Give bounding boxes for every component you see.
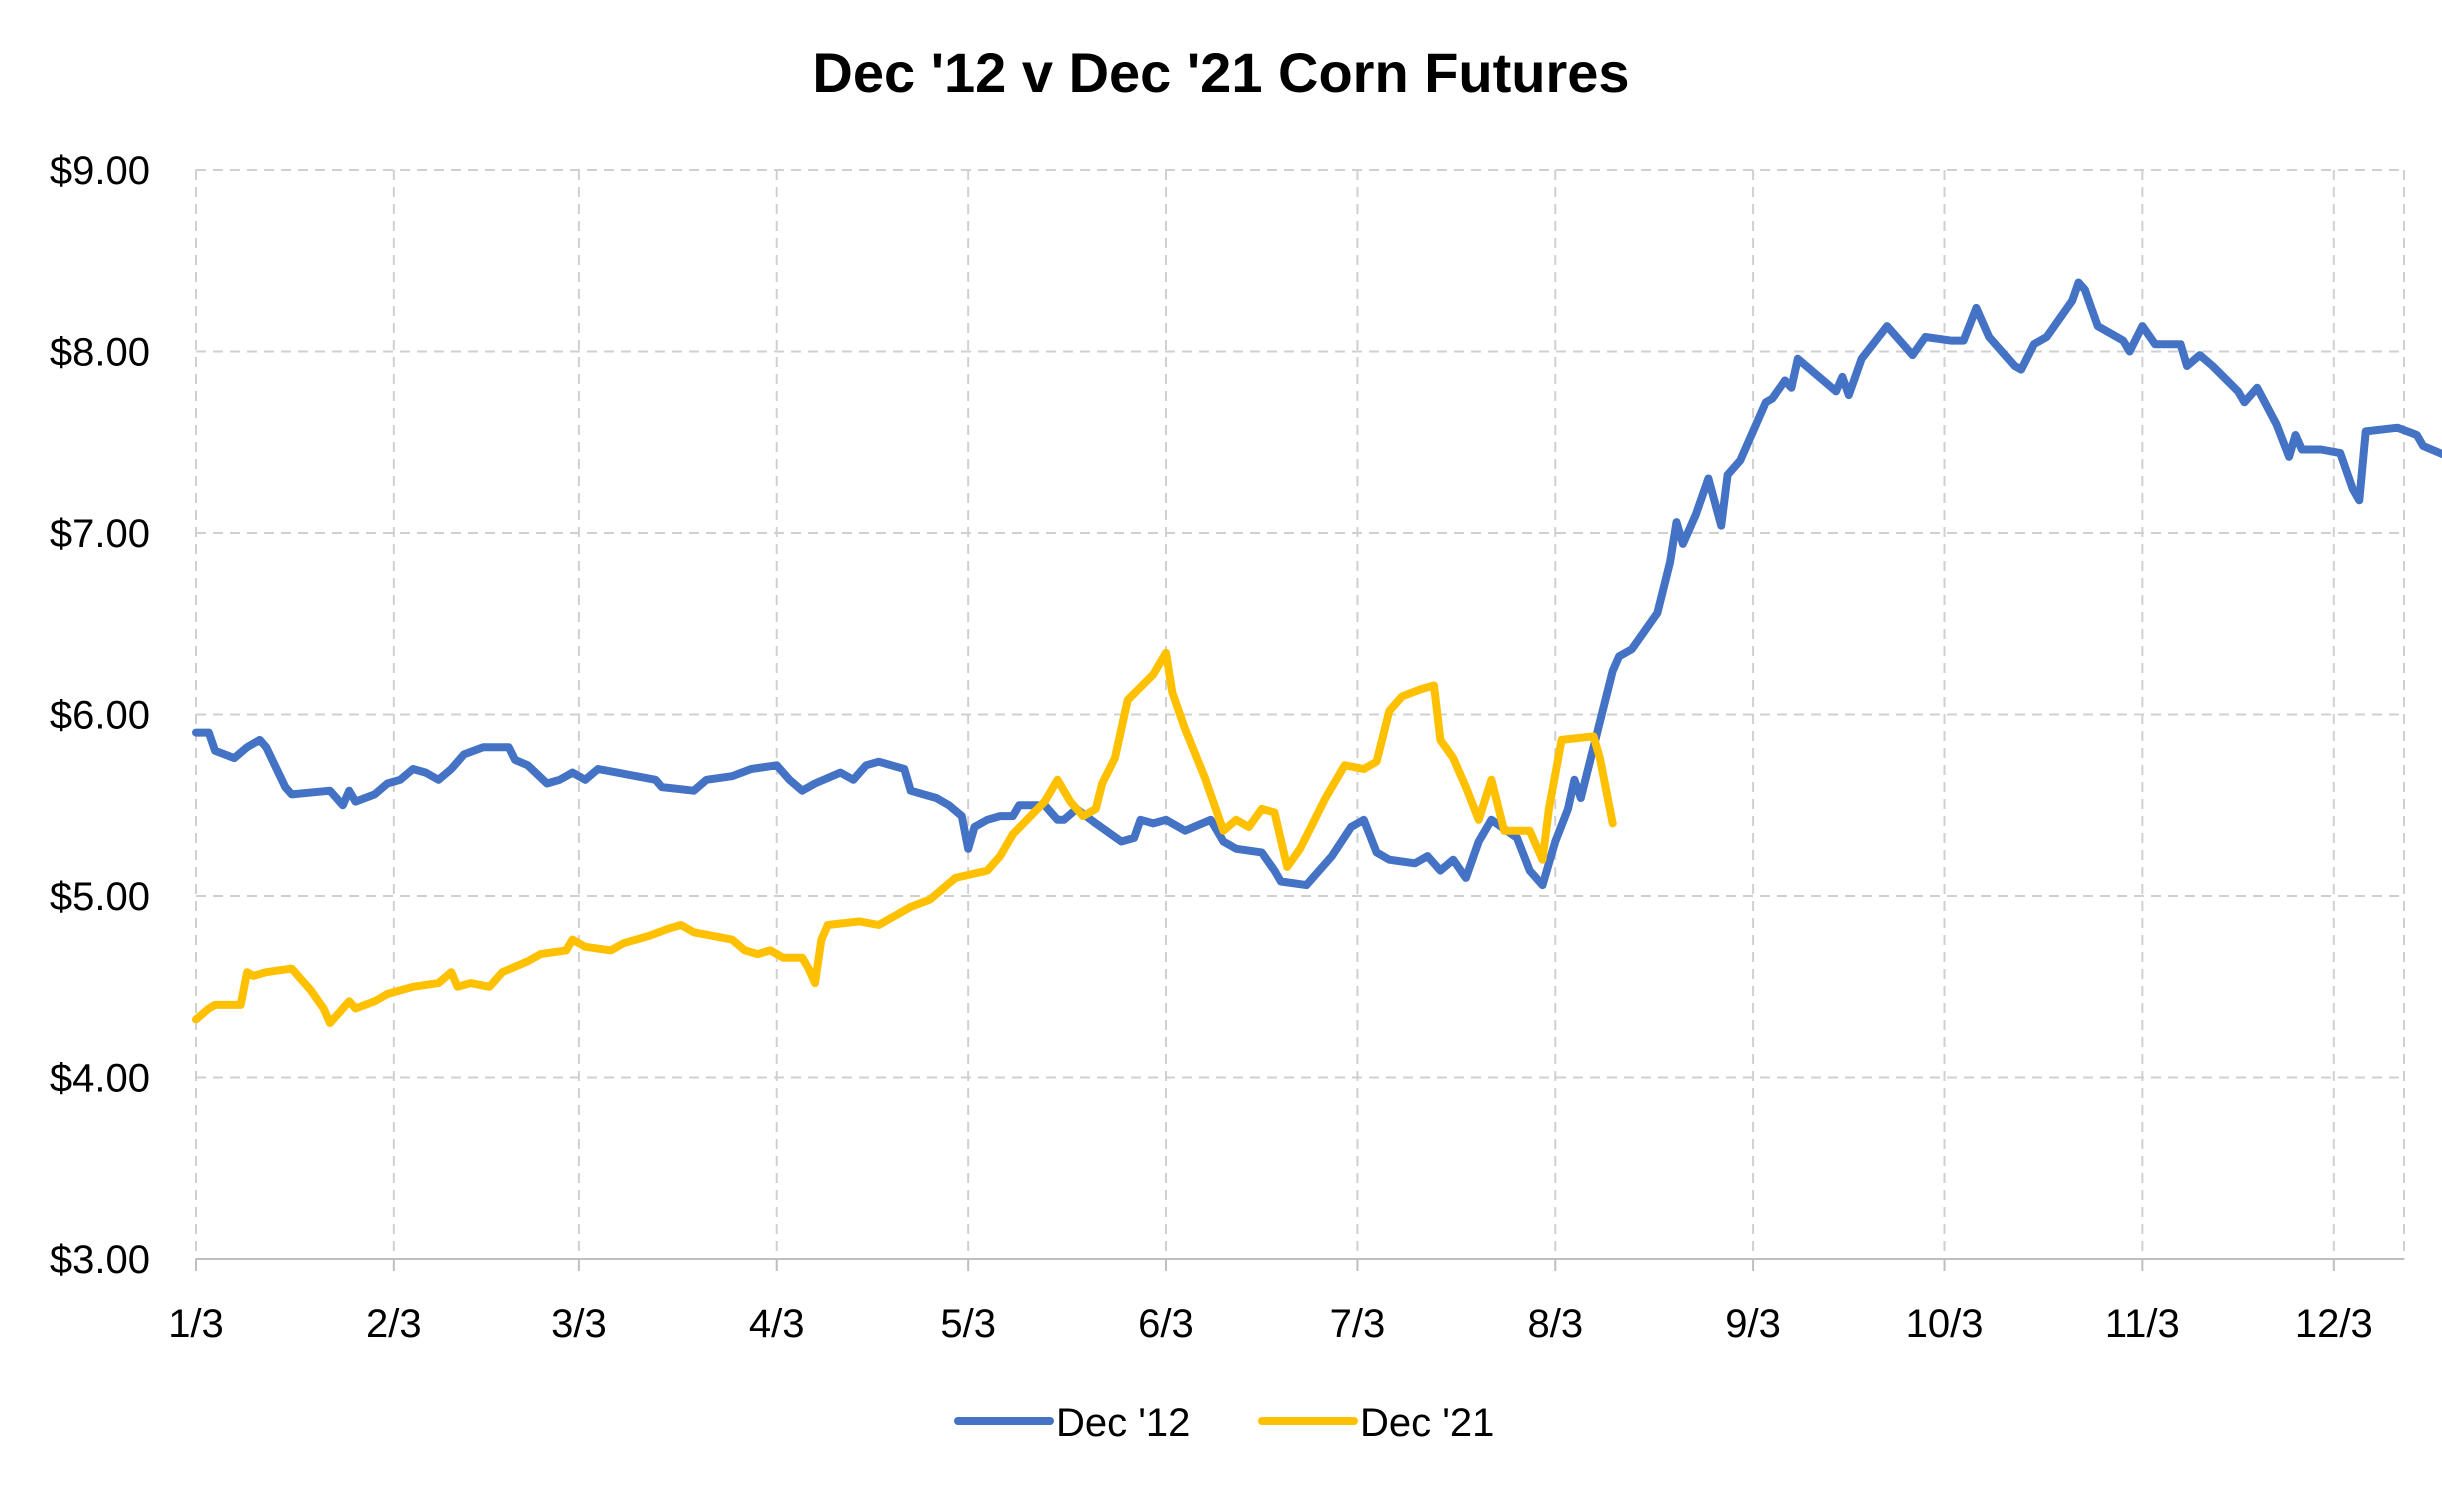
y-axis-ticks: $3.00 $4.00 $5.00 $6.00 $7.00 $8.00 $9.00 xyxy=(50,149,150,1282)
y-tick-label: $6.00 xyxy=(50,694,150,738)
x-tick-label: 4/3 xyxy=(749,1302,805,1346)
y-tick-label: $3.00 xyxy=(50,1238,150,1282)
y-tick-label: $7.00 xyxy=(50,512,150,556)
x-tick-label: 2/3 xyxy=(366,1302,422,1346)
y-tick-label: $4.00 xyxy=(50,1057,150,1101)
x-tick-label: 11/3 xyxy=(2105,1302,2180,1346)
gridlines xyxy=(195,169,2405,1260)
legend-label: Dec '21 xyxy=(1360,1401,1494,1445)
x-axis-ticks: 1/3 2/3 3/3 4/3 5/3 6/3 7/3 8/3 9/3 10/3 11/3 12/3 xyxy=(168,1259,2373,1346)
x-tick-label: 5/3 xyxy=(940,1302,996,1346)
series-line-dec-12 xyxy=(192,278,2442,890)
x-tick-label: 7/3 xyxy=(1330,1302,1386,1346)
y-tick-label: $8.00 xyxy=(50,331,150,375)
x-tick-label: 6/3 xyxy=(1138,1302,1194,1346)
series-lines xyxy=(192,278,2442,1027)
x-tick-label: 3/3 xyxy=(551,1302,607,1346)
x-tick-label: 1/3 xyxy=(168,1302,224,1346)
series-line-dec-21 xyxy=(192,648,1617,1027)
x-tick-label: 10/3 xyxy=(1906,1302,1984,1346)
legend-label: Dec '12 xyxy=(1056,1401,1190,1445)
chart-title: Dec '12 v Dec '21 Corn Futures xyxy=(812,41,1629,104)
x-tick-label: 9/3 xyxy=(1725,1302,1781,1346)
y-tick-label: $5.00 xyxy=(50,875,150,919)
x-tick-label: 12/3 xyxy=(2295,1302,2373,1346)
x-tick-label: 8/3 xyxy=(1527,1302,1583,1346)
legend: Dec '12 Dec '21 xyxy=(954,1401,1494,1445)
y-tick-label: $9.00 xyxy=(50,149,150,193)
